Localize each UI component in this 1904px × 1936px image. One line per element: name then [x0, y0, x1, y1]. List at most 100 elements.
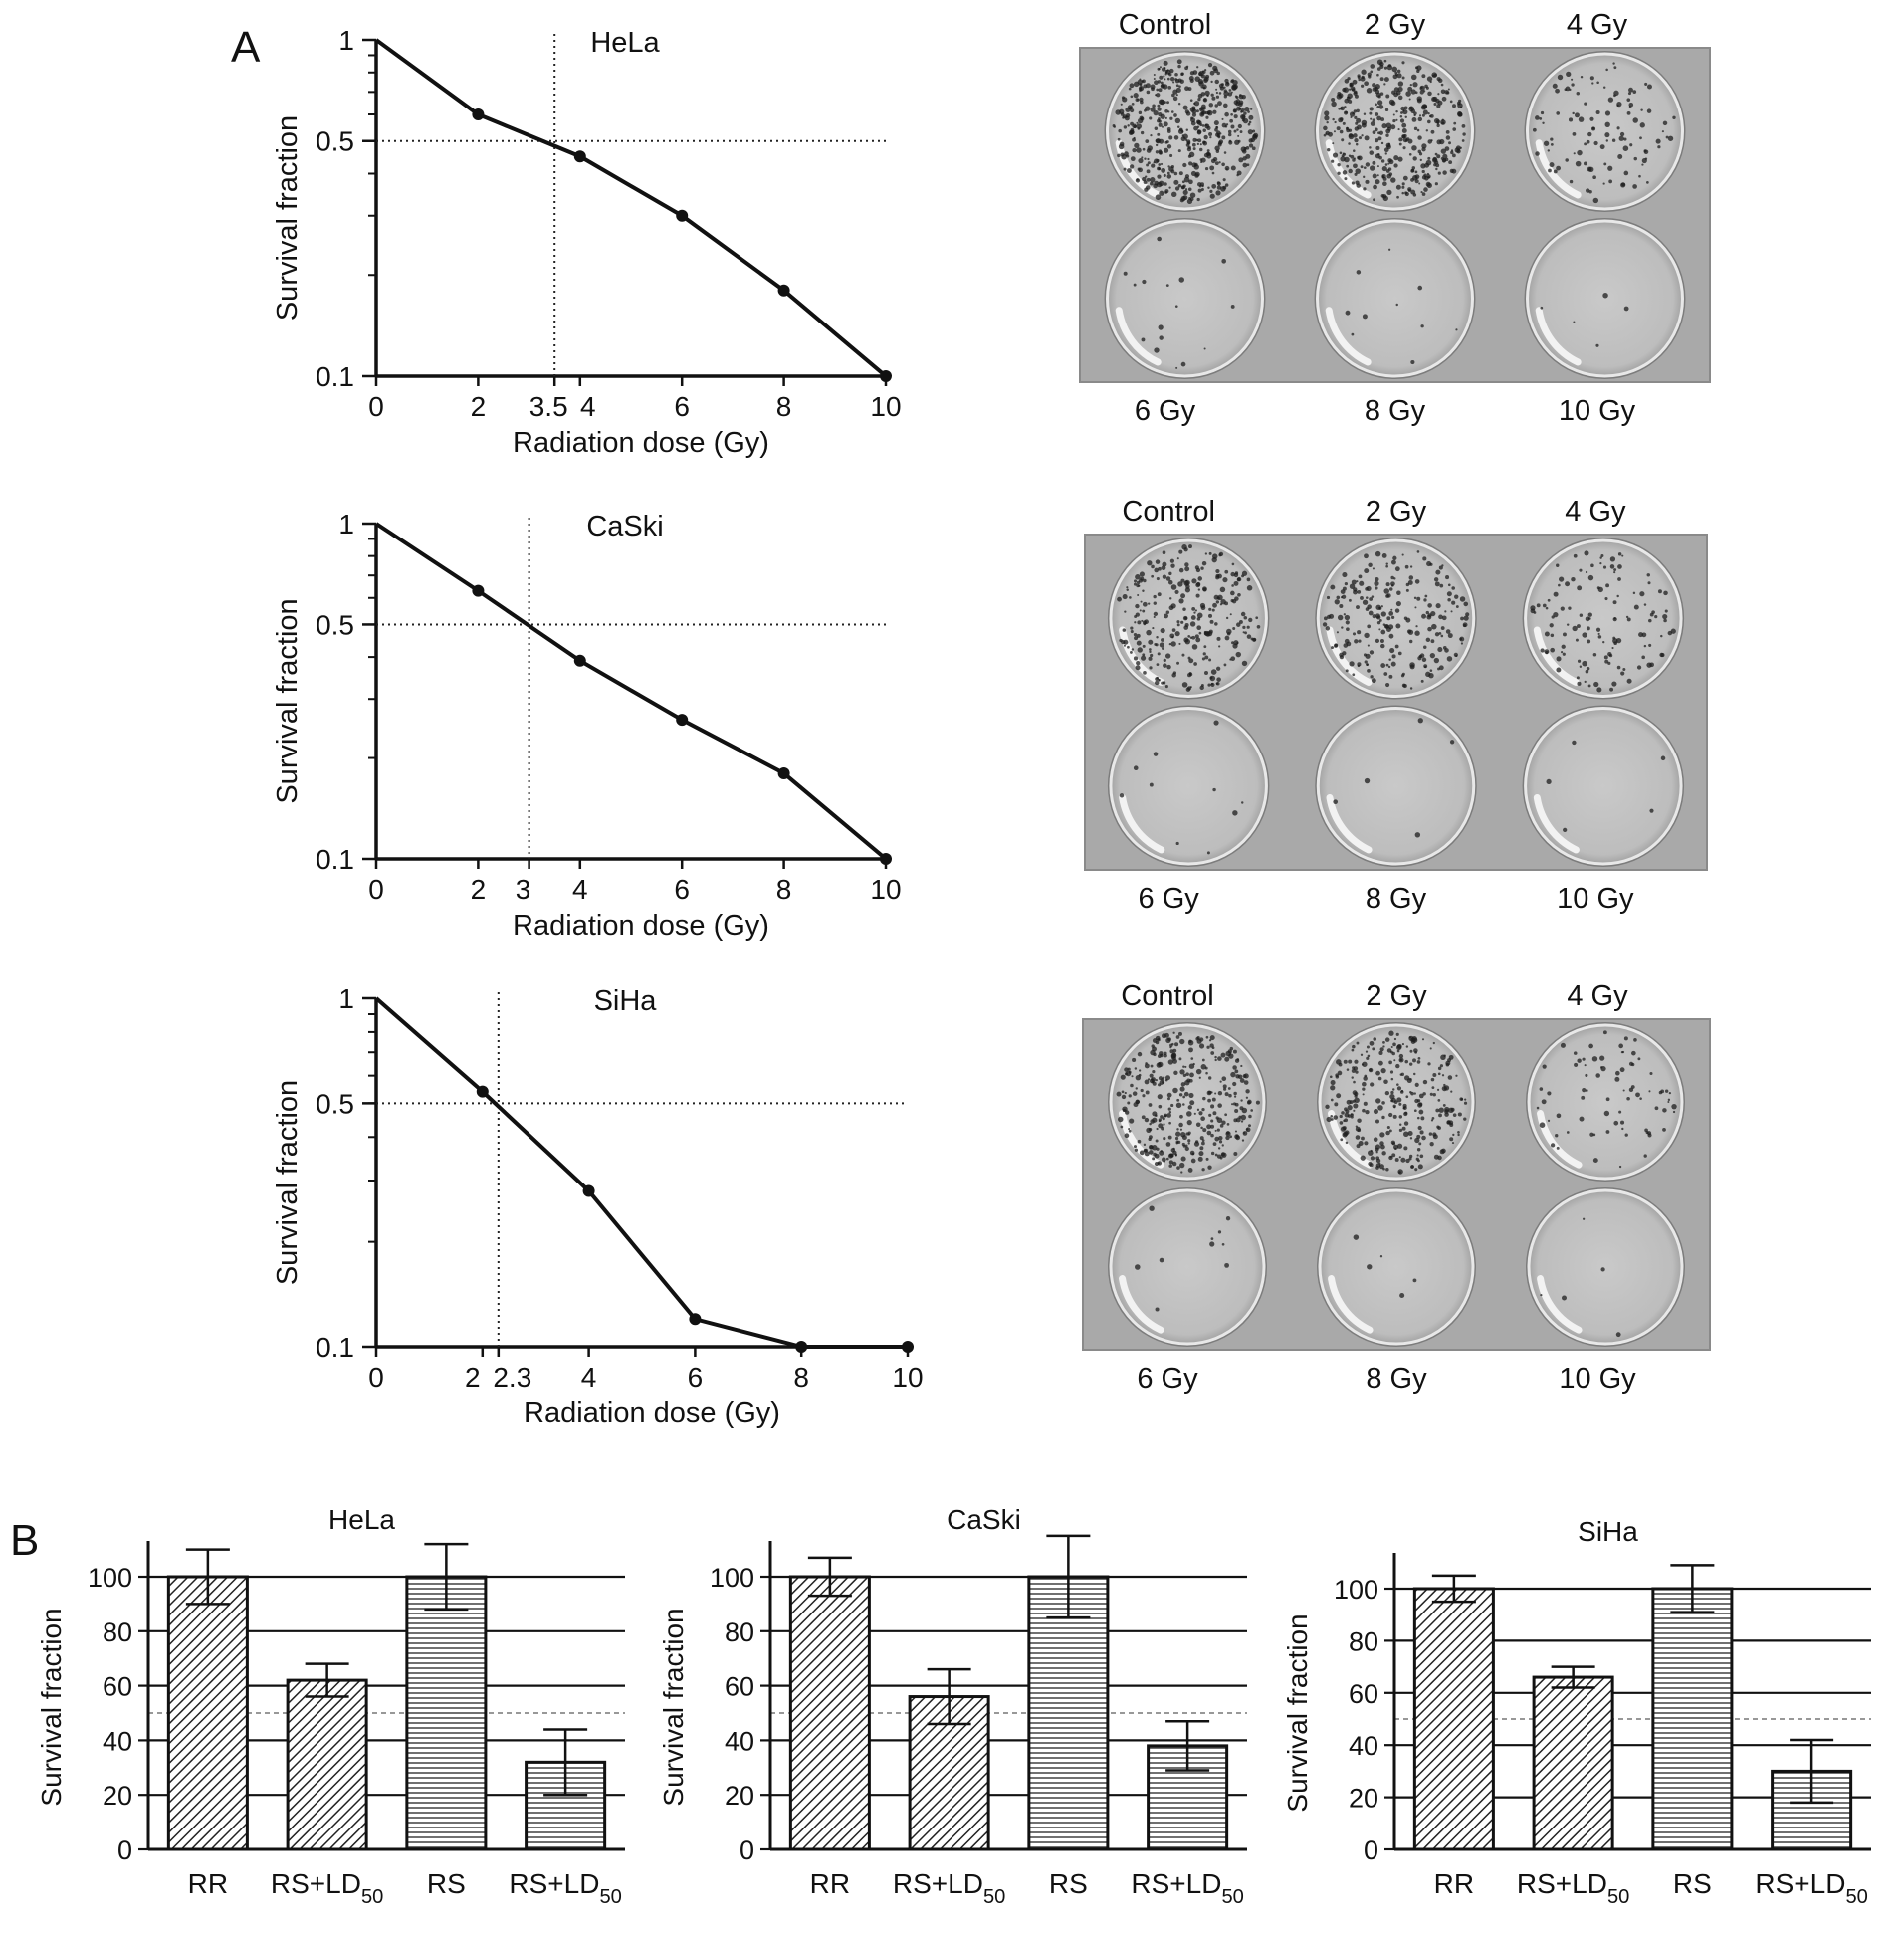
colony	[1609, 564, 1615, 569]
colony	[1175, 1035, 1180, 1039]
colony	[1155, 143, 1159, 147]
colony	[1363, 166, 1367, 170]
colony	[1231, 85, 1237, 91]
colony	[1565, 158, 1569, 162]
colony	[1428, 114, 1432, 118]
colony	[1592, 652, 1597, 657]
colony	[1410, 89, 1416, 95]
colony	[1356, 108, 1360, 113]
colony	[1218, 551, 1224, 557]
colony	[1436, 1088, 1440, 1091]
colony	[1177, 183, 1182, 188]
colony	[1412, 156, 1417, 161]
colony	[1358, 136, 1363, 140]
colony	[1169, 597, 1172, 600]
colony	[1224, 569, 1229, 574]
colony	[1334, 599, 1340, 605]
colony	[1411, 145, 1417, 151]
colony	[1544, 631, 1550, 637]
colony	[1632, 90, 1637, 94]
colony	[1356, 1041, 1360, 1045]
colony	[1408, 575, 1414, 580]
colony	[1396, 73, 1402, 79]
colony	[1348, 154, 1352, 157]
colony	[1120, 152, 1125, 157]
colony	[1381, 1115, 1385, 1120]
colony	[1607, 97, 1614, 103]
colony	[1611, 646, 1614, 650]
colony	[1351, 579, 1357, 585]
colony	[1613, 90, 1619, 97]
colony	[1358, 639, 1362, 643]
colony	[1604, 659, 1609, 664]
colony	[1400, 111, 1403, 114]
colony	[1325, 626, 1331, 631]
colony	[1333, 1115, 1339, 1120]
colony	[1161, 84, 1164, 88]
colony	[1646, 84, 1652, 90]
colony	[1230, 1071, 1236, 1078]
colony	[1201, 1141, 1205, 1146]
colony	[1354, 1059, 1359, 1064]
data-point	[573, 654, 586, 667]
colony	[1165, 69, 1171, 75]
colony	[1198, 631, 1202, 635]
colony	[1206, 149, 1210, 152]
colony	[1187, 1105, 1192, 1110]
colony	[1212, 65, 1218, 71]
colony	[1183, 625, 1189, 630]
colony	[1413, 596, 1417, 600]
colony	[1141, 337, 1146, 342]
colony	[1152, 1157, 1156, 1161]
colony	[1214, 145, 1220, 151]
colony	[1420, 86, 1423, 90]
colony	[1158, 180, 1164, 187]
colony	[1216, 1128, 1220, 1132]
colony	[1190, 615, 1196, 620]
colony	[1354, 94, 1359, 99]
colony	[1214, 1129, 1217, 1132]
category-label: RS	[1049, 1868, 1088, 1899]
colony	[1188, 1092, 1194, 1098]
colony	[1203, 347, 1206, 350]
colony	[1124, 1091, 1127, 1095]
colony	[1431, 1116, 1435, 1120]
colony	[1626, 678, 1632, 684]
colony	[1577, 585, 1583, 591]
colony	[1365, 179, 1370, 184]
colony	[1200, 188, 1204, 192]
colony	[1123, 125, 1128, 129]
colony	[1184, 1146, 1189, 1152]
colony	[1139, 1069, 1142, 1072]
well-label-top: Control	[1119, 9, 1212, 41]
colony	[1626, 98, 1631, 102]
colony	[1401, 76, 1405, 80]
colony	[1224, 111, 1229, 117]
colony	[1225, 1135, 1230, 1141]
colony	[1369, 165, 1375, 171]
well	[1526, 219, 1684, 378]
colony	[1434, 632, 1440, 637]
colony	[1197, 188, 1202, 193]
x-tick-label: 4	[581, 1362, 597, 1393]
colony	[1165, 576, 1171, 581]
category-label: RS+LD50	[1131, 1868, 1243, 1908]
category-label: RR	[810, 1868, 850, 1899]
colony	[1226, 632, 1231, 636]
y-axis-label: Survival fraction	[272, 115, 304, 321]
bar	[1412, 1587, 1495, 1851]
colony	[1623, 306, 1629, 312]
y-axis-label: Survival fraction	[272, 598, 304, 803]
colony	[1383, 1079, 1388, 1085]
colony	[1561, 644, 1566, 649]
colony	[1134, 1067, 1138, 1070]
colony	[1414, 174, 1420, 180]
colony	[1157, 107, 1162, 111]
colony	[1164, 613, 1169, 619]
colony	[1432, 1072, 1437, 1077]
colony	[1217, 140, 1222, 145]
colony	[1575, 160, 1582, 167]
colony	[1579, 613, 1584, 617]
